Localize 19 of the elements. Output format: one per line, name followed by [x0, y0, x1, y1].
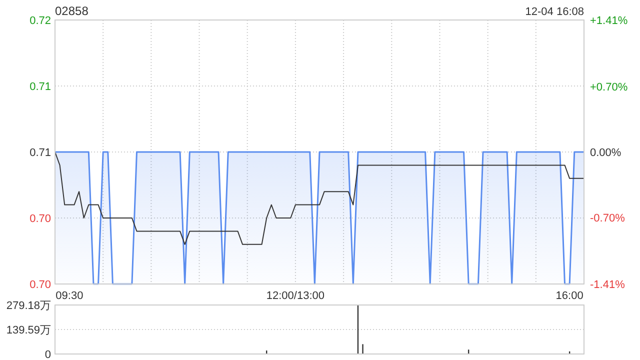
y-tick-label: 0.71	[30, 147, 51, 159]
y2-tick-label: 0.00%	[590, 147, 622, 159]
y2-tick-label: +0.70%	[590, 81, 628, 94]
y-tick-label: 139.59万	[6, 324, 51, 336]
chart-title: 02858	[55, 4, 89, 18]
x-tick-label: 12:00/13:00	[266, 290, 325, 302]
y-tick-label: 0.72	[30, 15, 51, 27]
y-tick-label: 0.70	[30, 213, 51, 225]
x-tick-label: 16:00	[556, 290, 584, 302]
y2-tick-label: -0.70%	[590, 212, 626, 225]
chart-subtitle: 12-04 16:08	[525, 6, 584, 18]
y2-tick-label: +1.41%	[590, 15, 628, 27]
y-tick-label: 279.18万	[6, 300, 51, 312]
line-series	[54, 152, 584, 245]
x-tick-label: 09:30	[56, 290, 84, 302]
y2-tick-label: -1.41%	[590, 279, 626, 291]
y-tick-label: 0	[44, 349, 51, 360]
y-tick-label: 0.71	[30, 81, 51, 93]
y-tick-label: 0.70	[30, 279, 51, 291]
